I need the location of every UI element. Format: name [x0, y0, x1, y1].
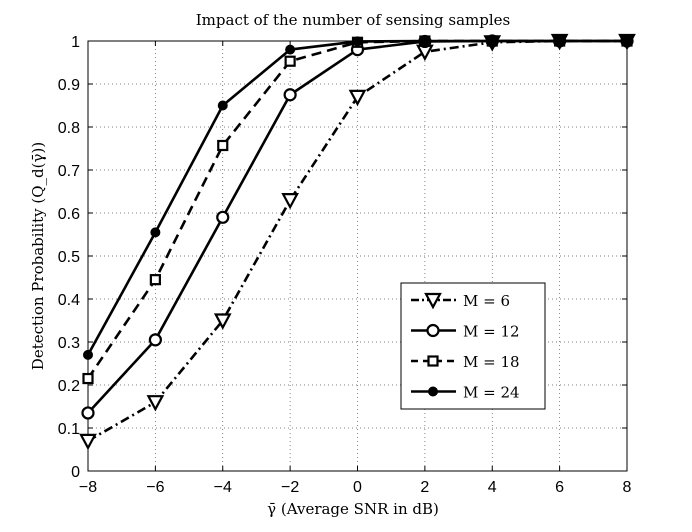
legend-marker: [424, 292, 442, 310]
data-point: [149, 274, 161, 286]
y-tick-label: 0.1: [58, 421, 80, 438]
y-tick-label: 0.6: [58, 206, 80, 223]
data-point: [281, 193, 299, 210]
data-point: [83, 349, 93, 360]
x-tick-label: −4: [214, 479, 232, 496]
x-tick-label: 6: [555, 479, 564, 496]
legend-entry: M = 12: [411, 323, 520, 341]
data-point: [419, 36, 430, 46]
data-point: [148, 333, 162, 347]
data-point: [146, 395, 165, 412]
legend-marker: [427, 355, 439, 367]
y-tick-label: 0.3: [58, 335, 80, 352]
data-point: [554, 36, 565, 46]
x-tick-label: −6: [146, 479, 164, 496]
data-point: [348, 89, 367, 107]
data-point: [217, 139, 229, 152]
y-tick-label: 0.4: [58, 292, 80, 309]
data-point: [217, 100, 228, 111]
legend-entry: M = 24: [411, 384, 520, 402]
data-point: [150, 227, 161, 238]
data-point: [213, 313, 232, 330]
y-tick-label: 1: [71, 34, 80, 51]
y-tick-label: 0.8: [58, 120, 80, 137]
legend-entry: M = 6: [411, 292, 510, 310]
legend-entry: M = 18: [411, 353, 520, 371]
x-tick-label: 4: [488, 479, 497, 496]
y-tick-label: 0.7: [58, 163, 80, 180]
legend-label: M = 12: [463, 323, 520, 341]
data-point: [622, 36, 632, 46]
x-axis-label: γ̄ (Average SNR in dB): [267, 500, 439, 518]
data-point: [79, 433, 97, 451]
data-point: [81, 406, 95, 420]
data-point: [352, 36, 363, 47]
tick-labels: −8 −6 −4 −2 0 2 4 6 8 0 0.1 0.2 0.3 0.4 0.5 0.6 0.7 0.8 0.…: [58, 34, 632, 496]
y-tick-label: 0: [71, 464, 80, 481]
y-tick-label: 0.5: [58, 249, 80, 266]
y-tick-label: 0.2: [58, 378, 80, 395]
legend-box: [400, 282, 546, 410]
x-tick-label: −8: [79, 479, 97, 496]
x-tick-label: 8: [623, 479, 632, 496]
legend-marker: [426, 323, 440, 338]
data-point: [82, 372, 94, 385]
data-point: [216, 210, 230, 224]
legend-label: M = 24: [463, 384, 520, 402]
data-point: [487, 36, 498, 46]
y-tick-label: 0.9: [58, 77, 80, 94]
legend-label: M = 18: [463, 353, 520, 371]
legend-label: M = 6: [463, 292, 510, 310]
x-tick-label: 2: [420, 479, 429, 496]
y-axis-label: Detection Probability (Q_d(γ̄)): [29, 142, 47, 370]
series-layer: [79, 33, 636, 451]
data-point: [284, 55, 296, 67]
chart-title: Impact of the number of sensing samples: [196, 11, 511, 29]
x-tick-label: −2: [281, 479, 299, 496]
data-point: [283, 88, 297, 102]
data-point: [285, 44, 296, 55]
legend: M = 6 M = 12 M = 18 M = 24: [400, 282, 546, 410]
x-tick-label: 0: [353, 479, 362, 496]
legend-marker: [428, 386, 438, 397]
series-m=24: [83, 36, 632, 360]
